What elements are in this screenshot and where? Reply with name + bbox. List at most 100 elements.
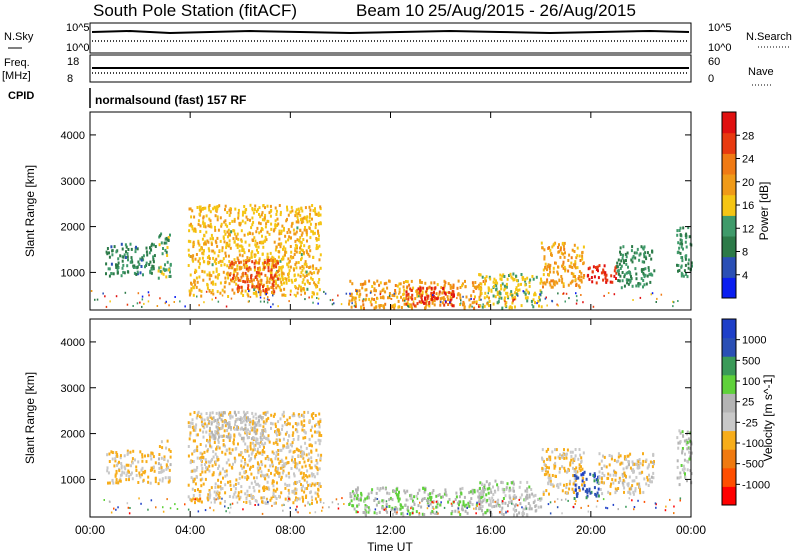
- velocity-cell: [260, 460, 263, 464]
- power-cell: [603, 264, 606, 268]
- velocity-cell: [558, 467, 561, 471]
- power-scatter-cell: [277, 305, 279, 308]
- power-cell: [679, 251, 682, 255]
- power-cell: [121, 266, 124, 270]
- velocity-cell: [356, 488, 359, 492]
- velocity-cell: [532, 494, 535, 498]
- velocity-cell: [320, 434, 323, 437]
- velocity-cell: [303, 478, 306, 482]
- velocity-cell: [126, 471, 129, 475]
- power-cell: [627, 265, 629, 269]
- power-cell: [268, 259, 271, 262]
- velocity-cell: [262, 425, 265, 429]
- velocity-scatter-cell: [288, 497, 290, 500]
- power-cell: [540, 279, 543, 283]
- velocity-cell: [490, 513, 493, 516]
- velocity-cell: [279, 448, 282, 452]
- velocity-cell: [286, 418, 289, 422]
- velocity-cell: [233, 456, 236, 460]
- velocity-cell: [450, 512, 453, 516]
- velocity-cell: [188, 437, 191, 441]
- power-cell: [690, 261, 693, 265]
- power-cell: [260, 278, 263, 282]
- velocity-cell: [189, 425, 192, 429]
- power-cell: [597, 276, 600, 280]
- velocity-cell: [486, 487, 489, 491]
- velocity-cell: [526, 487, 529, 491]
- velocity-cell: [234, 490, 237, 494]
- velocity-cell: [226, 429, 229, 432]
- velocity-cell: [231, 415, 234, 419]
- velocity-cell: [199, 415, 201, 419]
- velocity-cell: [258, 423, 261, 427]
- power-cell: [209, 219, 212, 223]
- velocity-cell: [547, 447, 550, 451]
- power-cell: [354, 303, 357, 306]
- velocity-cell: [542, 492, 545, 496]
- velocity-cell: [224, 424, 227, 428]
- power-cell: [277, 284, 279, 288]
- power-cell: [297, 261, 300, 264]
- velocity-cell: [405, 498, 408, 502]
- velocity-cell: [482, 490, 485, 493]
- velocity-cell: [305, 453, 308, 457]
- power-cell: [402, 281, 405, 285]
- power-cell: [270, 222, 273, 226]
- power-cell: [211, 289, 214, 292]
- power-cell: [302, 266, 305, 270]
- power-cell: [264, 290, 267, 294]
- power-cell: [425, 303, 428, 307]
- velocity-cell: [120, 464, 123, 468]
- power-scatter-cell: [603, 294, 605, 297]
- velocity-cell: [589, 491, 592, 495]
- velocity-cell: [252, 415, 255, 419]
- velocity-cell: [215, 425, 218, 429]
- velocity-cell: [573, 477, 576, 480]
- velocity-cell: [262, 431, 264, 435]
- velocity-scatter-cell: [236, 501, 239, 504]
- power-cell: [234, 278, 237, 281]
- velocity-cell: [309, 443, 312, 447]
- velocity-cell: [277, 449, 280, 452]
- velocity-cell: [274, 425, 277, 428]
- velocity-cell: [137, 460, 140, 464]
- power-cell: [203, 241, 206, 245]
- power-cell: [119, 254, 122, 258]
- velocity-cell: [250, 426, 253, 430]
- velocity-cell: [565, 470, 568, 474]
- velocity-cell: [478, 491, 481, 495]
- power-scatter-cell: [267, 296, 269, 299]
- power-scatter-cell: [440, 300, 442, 303]
- power-cell: [302, 278, 305, 282]
- power-cell: [112, 272, 115, 276]
- power-cell: [258, 273, 260, 277]
- power-cell: [541, 246, 544, 250]
- power-cell: [677, 269, 679, 273]
- velocity-cell: [214, 460, 217, 464]
- velocity-cell: [226, 422, 229, 425]
- velocity-cell: [497, 486, 500, 490]
- velocity-cell: [132, 449, 135, 453]
- power-cell: [682, 274, 685, 278]
- velocity-cell: [315, 423, 318, 426]
- power-cell: [522, 276, 525, 280]
- power-scatter-cell: [650, 293, 652, 296]
- velocity-cell: [217, 485, 220, 489]
- power-cell: [403, 288, 406, 292]
- velocity-cell: [249, 418, 252, 422]
- power-cell: [190, 281, 192, 285]
- power-cell: [298, 284, 301, 288]
- velocity-cell: [191, 426, 194, 429]
- velocity-cell: [108, 481, 111, 485]
- velocity-cell: [412, 507, 415, 511]
- velocity-cell: [242, 419, 245, 423]
- power-cell: [627, 271, 629, 275]
- velocity-cell: [264, 473, 267, 477]
- velocity-cell: [251, 426, 254, 430]
- power-cell: [314, 210, 317, 214]
- power-cell: [262, 267, 265, 271]
- velocity-cell: [276, 439, 278, 443]
- velocity-cell: [277, 457, 280, 461]
- velocity-cell: [316, 461, 319, 465]
- velocity-cell: [607, 472, 610, 476]
